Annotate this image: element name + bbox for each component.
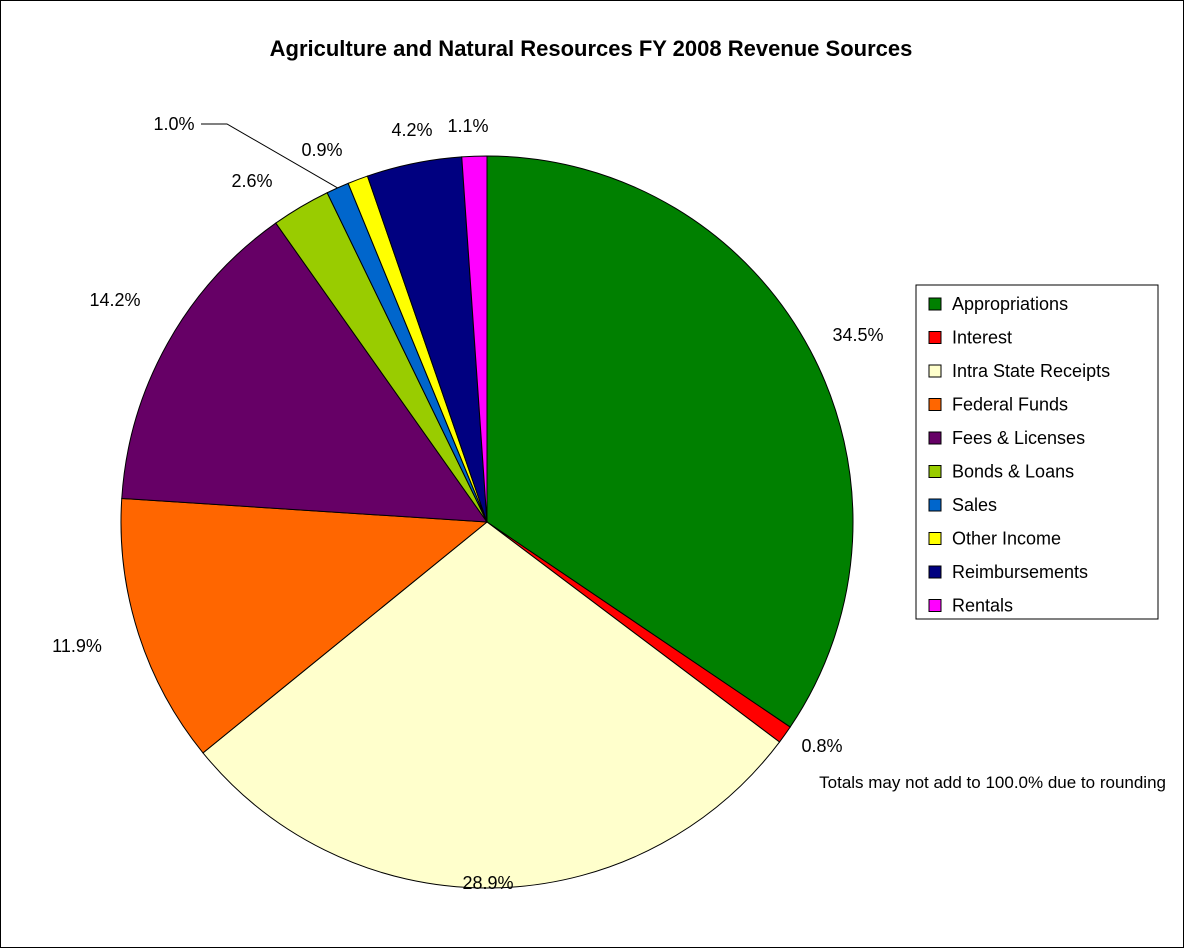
- slice-labels: 34.5% 0.8% 28.9% 11.9% 14.2% 2.6% 1.0% 0.9% 4.2%…: [52, 114, 883, 893]
- legend-label: Rentals: [952, 596, 1013, 616]
- legend-swatch: [928, 565, 942, 579]
- slice-value-label: 28.9%: [462, 873, 513, 893]
- pie-slice-intra-state-receipts: [202, 521, 781, 889]
- pie-slice-appropriations: [486, 155, 854, 728]
- legend-label: Appropriations: [952, 294, 1068, 314]
- slice-value-label: 0.8%: [801, 736, 842, 756]
- slice-value-label: 1.0%: [153, 114, 194, 134]
- legend-label: Federal Funds: [952, 395, 1068, 415]
- slice-value-label: 14.2%: [89, 290, 140, 310]
- leader-lines: [201, 123, 338, 189]
- chart-title: Agriculture and Natural Resources FY 200…: [270, 36, 913, 61]
- legend-label: Bonds & Loans: [952, 462, 1074, 482]
- slice-value-label: 11.9%: [52, 636, 102, 656]
- slice-value-label: 4.2%: [391, 120, 432, 140]
- slice-value-label: 1.1%: [447, 116, 488, 136]
- legend-label: Sales: [952, 495, 997, 515]
- pie-slice-rentals: [461, 155, 488, 523]
- legend-swatch: [928, 465, 942, 478]
- legend-label: Interest: [952, 328, 1012, 348]
- rounding-note: Totals may not add to 100.0% due to roun…: [819, 773, 1166, 792]
- legend-swatch: [928, 331, 942, 344]
- slice-value-label: 0.9%: [301, 140, 342, 160]
- legend-label: Intra State Receipts: [952, 361, 1110, 381]
- legend-label: Other Income: [952, 529, 1061, 549]
- legend: Appropriations Interest Intra State Receip…: [915, 284, 1159, 620]
- legend-label: Fees & Licenses: [952, 428, 1085, 448]
- legend-label: Reimbursements: [952, 562, 1088, 582]
- pie-slice-federal-funds: [120, 497, 489, 754]
- legend-box: [915, 284, 1159, 620]
- legend-swatch: [928, 398, 942, 411]
- legend-swatch: [928, 431, 942, 445]
- slice-value-label: 2.6%: [231, 171, 272, 191]
- legend-swatch: [928, 364, 942, 378]
- leader-line: [201, 123, 338, 189]
- legend-swatch: [928, 297, 942, 311]
- legend-swatch: [928, 599, 942, 612]
- legend-swatch: [928, 498, 942, 512]
- slice-value-label: 34.5%: [832, 325, 883, 345]
- pie-slices: [120, 155, 854, 889]
- legend-swatch: [928, 532, 942, 545]
- pie-slice-fees-licenses: [121, 222, 489, 523]
